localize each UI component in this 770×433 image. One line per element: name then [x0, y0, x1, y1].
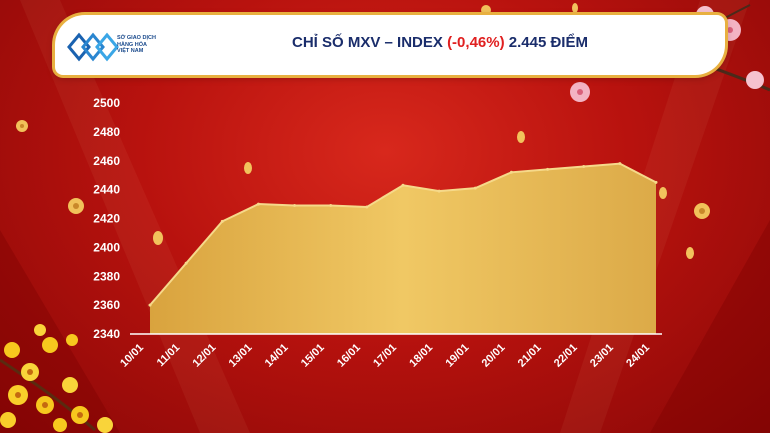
header-bar: SỞ GIAO DỊCH HÀNG HÓA VIỆT NAM CHỈ SỐ MX… [55, 15, 725, 75]
x-tick-label: 24/01 [624, 342, 652, 370]
ribbon [650, 220, 770, 433]
data-point-11/01 [184, 261, 188, 265]
gold-flower-center [20, 124, 705, 214]
y-tick-label: 2440 [93, 183, 120, 197]
x-tick-label: 14/01 [263, 342, 291, 370]
data-point-19/01 [473, 186, 477, 190]
logo-line: SỞ GIAO DỊCH [117, 35, 156, 41]
x-tick-label: 21/01 [516, 342, 544, 370]
y-tick-label: 2360 [93, 298, 120, 312]
title-suffix: 2.445 ĐIỂM [504, 34, 588, 51]
x-tick-label: 17/01 [371, 342, 399, 370]
y-tick-label: 2420 [93, 212, 120, 226]
y-tick-label: 2340 [93, 327, 120, 341]
mxv-logo-icon [67, 32, 119, 62]
title-change: (-0,46%) [447, 34, 505, 51]
data-point-16/01 [365, 205, 369, 209]
data-point-15/01 [329, 204, 333, 208]
data-point-12/01 [220, 219, 224, 223]
page-title: CHỈ SỐ MXV – INDEX (-0,46%) 2.445 ĐIỂM [240, 34, 640, 51]
x-tick-label: 18/01 [407, 342, 435, 370]
x-tick-label: 19/01 [443, 342, 471, 370]
data-point-24/01 [654, 180, 658, 184]
logo-line: HÀNG HÓA [117, 41, 147, 48]
data-point-17/01 [401, 183, 405, 187]
y-tick-label: 2400 [93, 240, 120, 254]
logo-text: SỞ GIAO DỊCH HÀNG HÓA VIỆT NAM [117, 35, 197, 55]
x-tick-label: 13/01 [227, 342, 255, 370]
data-point-18/01 [437, 189, 441, 193]
x-tick-label: 23/01 [588, 342, 616, 370]
data-point-22/01 [582, 165, 586, 169]
x-tick-label: 11/01 [155, 342, 183, 370]
data-point-20/01 [509, 170, 513, 174]
data-point-13/01 [256, 202, 260, 206]
data-point-23/01 [618, 162, 622, 166]
apricot-blossom-icon [0, 324, 113, 433]
x-tick-label: 15/01 [299, 342, 327, 370]
ribbon [0, 230, 120, 433]
title-prefix: CHỈ SỐ MXV – INDEX [292, 34, 448, 51]
x-tick-label: 16/01 [335, 342, 363, 370]
y-tick-label: 2380 [93, 269, 120, 283]
logo-line: VIỆT NAM [117, 48, 144, 54]
x-tick-label: 12/01 [190, 342, 218, 370]
x-tick-label: 20/01 [480, 342, 508, 370]
y-tick-label: 2500 [93, 96, 120, 110]
y-tick-label: 2480 [93, 125, 120, 139]
y-tick-label: 2460 [93, 154, 120, 168]
x-tick-label: 22/01 [552, 342, 580, 370]
area-fill [150, 163, 656, 334]
data-point-14/01 [293, 204, 297, 208]
x-tick-label: 10/01 [118, 342, 146, 370]
data-point-10/01 [148, 303, 152, 307]
data-point-21/01 [546, 167, 550, 171]
